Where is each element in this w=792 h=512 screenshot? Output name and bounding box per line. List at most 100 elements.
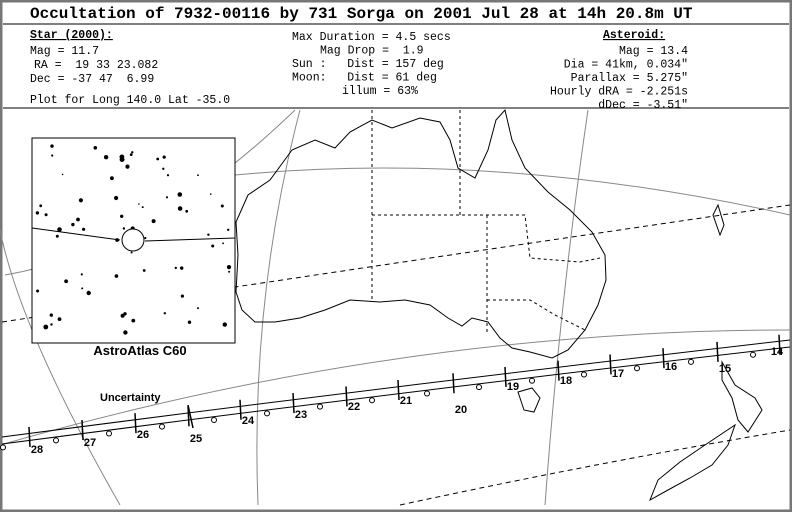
track-point [476,384,482,391]
track-point [0,444,6,451]
hour-tick [345,386,348,407]
inset-star [220,204,224,208]
inset-star [78,198,83,203]
track-point [634,365,640,372]
inset-star [50,144,54,148]
inset-star [163,312,166,315]
inset-star [80,273,83,276]
hour-label: 25 [190,433,202,445]
hour-label: 22 [348,401,360,413]
path-limit-south [399,429,791,506]
inset-star [76,217,80,222]
map [0,108,791,506]
star-info: Mag = 11.7 [30,45,99,58]
inset-star [93,146,98,150]
hour-tick [716,341,719,362]
inset-star [166,174,170,177]
track-point [369,397,375,404]
inset-star [103,155,109,160]
inset-star [185,209,189,213]
inset-star [177,206,183,211]
inset-target [121,228,145,252]
hour-label: 27 [84,437,96,449]
inset-star [226,265,232,270]
track-point [211,417,217,424]
inset-star [180,294,184,298]
hour-tick [134,413,137,434]
hour-label: 20 [455,404,467,416]
inset-star [81,287,84,290]
inset-star [131,318,136,323]
track-point [53,437,59,444]
track-point [581,371,587,378]
inset-star [156,157,160,161]
hour-label: 19 [507,381,519,393]
inset-star [51,154,54,157]
inset-star [131,151,134,154]
hour-label: 17 [612,368,624,380]
star-info: RA = 19 33 23.082 [34,59,158,72]
new-caledonia [712,203,725,237]
hour-tick [504,366,507,388]
hour-tick [452,373,455,394]
inset-star [61,173,64,176]
event-info: Moon: Dist = 61 deg [292,72,437,85]
track-point [750,351,756,358]
inset-star [57,317,62,321]
inset-star [55,234,59,238]
hour-tick [239,399,242,420]
hour-tick [292,393,295,414]
track-point [529,377,535,384]
inset-motion-line [144,237,236,242]
path-limit-north [1,204,791,323]
inset-star [197,174,199,177]
hour-tick [662,348,665,369]
asteroid-info: dDec = -3.51" [598,99,688,112]
inset-star [125,164,130,169]
australia-coast [235,108,607,359]
tasmania-coast [517,387,541,413]
inset-star [162,167,165,170]
inset-star [71,222,75,227]
hour-tick [557,360,560,381]
inset-star [151,219,156,224]
track-point [424,390,430,397]
inset-star [129,153,133,157]
hour-tick [187,406,190,427]
inset-star [207,233,210,236]
hour-tick [397,379,400,401]
inset-star [39,204,43,208]
hour-tick [81,419,84,441]
hour-label: 16 [665,361,677,373]
inset-stars [35,144,232,335]
track-point [264,410,270,417]
inset-star [222,242,225,245]
asteroid-info: Hourly dRA = -2.251s [550,86,688,99]
inset-star [174,266,177,270]
inset-star [162,155,166,159]
inset-star [228,270,231,273]
inset-star [49,313,53,317]
uncertainty-label: Uncertainty [100,392,161,404]
hour-label: 28 [31,444,43,456]
hour-label: 15 [719,363,731,375]
inset-star [187,320,192,324]
inset-star [110,176,114,181]
inset-star [130,251,133,254]
inset-star [165,196,169,199]
inset-star [82,227,86,231]
inset-caption: AstroAtlas C60 [93,343,186,358]
inset-star [211,244,215,248]
inset-star [180,266,184,270]
hour-label: 24 [242,415,255,427]
hour-label: 21 [400,395,412,407]
hour-label: 26 [137,429,149,441]
inset-star [86,290,91,296]
inset-star [114,274,119,278]
inset-motion-line [31,227,121,241]
hour-label: 14 [771,346,784,358]
nz-south-coast [649,423,736,502]
inset-star [119,154,125,160]
